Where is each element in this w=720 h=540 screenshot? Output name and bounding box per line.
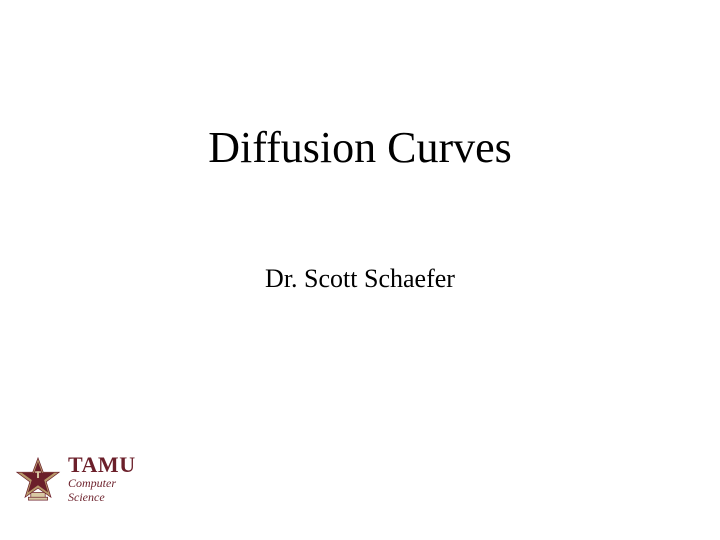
star-icon bbox=[14, 455, 62, 503]
logo-t-stem bbox=[37, 471, 39, 478]
logo-line2: Science bbox=[68, 491, 136, 504]
logo-base-bottom bbox=[28, 497, 47, 500]
slide: Diffusion Curves Dr. Scott Schaefer TAMU… bbox=[0, 0, 720, 540]
logo-line1: Computer bbox=[68, 477, 136, 490]
logo-tamu-text: TAMU bbox=[68, 454, 136, 476]
logo-text: TAMU Computer Science bbox=[68, 454, 136, 504]
slide-author: Dr. Scott Schaefer bbox=[0, 264, 720, 294]
logo: TAMU Computer Science bbox=[14, 454, 136, 504]
slide-title: Diffusion Curves bbox=[0, 122, 720, 173]
